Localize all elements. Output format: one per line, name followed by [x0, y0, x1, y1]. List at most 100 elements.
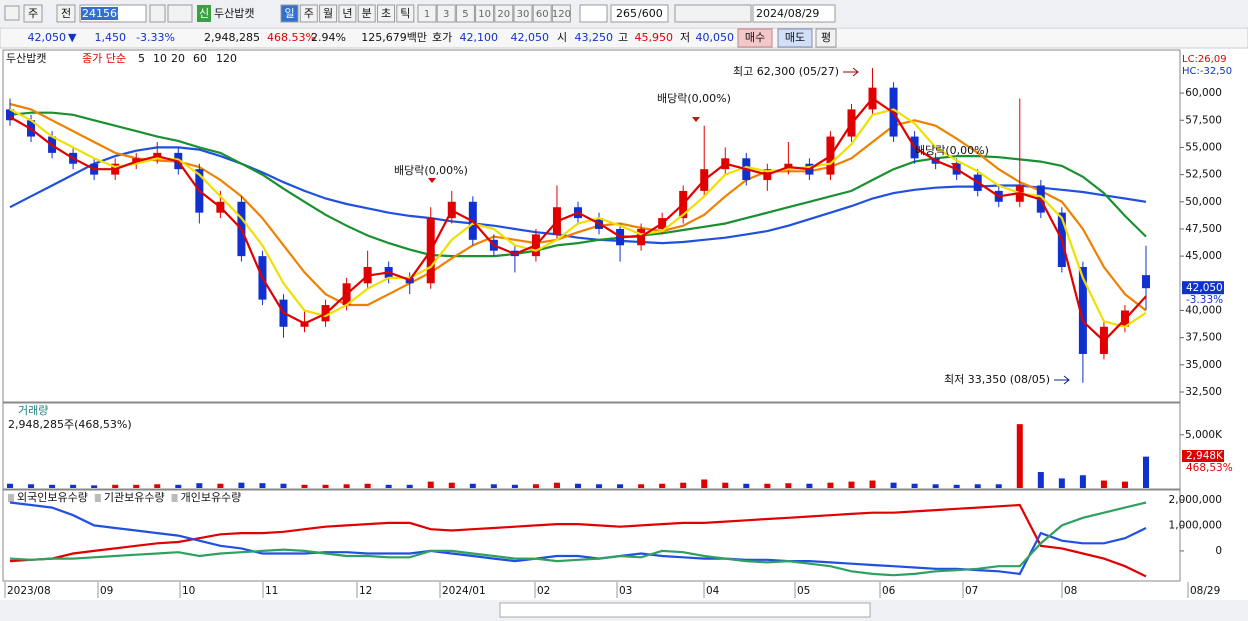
x-tick-label: 06 [882, 585, 896, 597]
interval: 10 [478, 9, 491, 20]
legend-entry: 120 [216, 52, 237, 65]
volume-bar [490, 484, 497, 488]
legend-swatch [8, 494, 14, 502]
y-tick-label: 0 [1215, 545, 1222, 557]
volume-title: 거래량 [18, 404, 48, 417]
date-input[interactable] [752, 4, 836, 23]
interval: 60 [536, 9, 549, 20]
volume-bar [617, 484, 624, 488]
legend-entry: 60 [193, 52, 207, 65]
interval-button[interactable] [532, 4, 552, 23]
y-tick-label: 52,500 [1185, 169, 1222, 181]
prev: 전 [61, 7, 71, 20]
interval: 20 [497, 9, 510, 20]
y-tick-label: 47,500 [1185, 223, 1222, 235]
annotation: 배당락(0,00%) [657, 92, 731, 105]
count-input[interactable] [610, 4, 669, 23]
market: 주 [28, 7, 38, 20]
interval-button[interactable] [455, 4, 475, 23]
sell-button[interactable] [777, 28, 813, 48]
volume-bar [638, 484, 645, 488]
volume-bar [890, 482, 897, 488]
interval-button[interactable] [494, 4, 514, 23]
sound-button[interactable] [167, 4, 193, 23]
period-button[interactable] [377, 4, 395, 23]
tool-icons[interactable] [674, 4, 752, 23]
volume-bar [259, 483, 266, 488]
line [9, 501, 1147, 577]
interval-button[interactable] [513, 4, 533, 23]
date: 2024/08/29 [756, 7, 819, 20]
x-tick-label: 08 [1064, 585, 1077, 597]
volume-bar [301, 484, 308, 488]
dropdown[interactable] [579, 4, 608, 23]
interval-button[interactable] [417, 4, 437, 23]
legend-entry: 5 [138, 52, 145, 65]
open: 43,250 [575, 31, 614, 44]
change-pct: -3.33% [136, 31, 175, 44]
market-button[interactable] [23, 4, 43, 23]
search-button[interactable] [149, 4, 166, 23]
line [9, 111, 1147, 258]
last-price: 42,050 [1186, 282, 1223, 294]
low: 40,050 [696, 31, 735, 44]
volume-bar [133, 484, 140, 488]
volume-bar [659, 483, 666, 488]
amount: 125,679백만 [361, 31, 427, 44]
scroll-thumb[interactable] [499, 602, 871, 618]
turnover: 2.94% [311, 31, 346, 44]
legend-entry: 기관보유수량 [104, 491, 165, 504]
dividend-marker [428, 178, 436, 183]
last-price-box [1182, 281, 1224, 295]
volume-bar [1037, 472, 1044, 488]
y-tick-label: 40,000 [1185, 304, 1222, 316]
ask: 42,100 [460, 31, 499, 44]
candle [6, 109, 14, 121]
volume-subtitle: 2,948,285주(468,53%) [8, 418, 132, 431]
menu-icon[interactable] [4, 5, 20, 21]
bid: 42,050 [511, 31, 550, 44]
volume-bar [406, 484, 413, 488]
x-tick-label: 04 [706, 585, 720, 597]
x-tick-label: 12 [359, 585, 372, 597]
prev-button[interactable] [56, 4, 76, 23]
volume-bar [112, 484, 119, 488]
period: 월 [323, 7, 333, 20]
interval: 3 [443, 9, 449, 20]
volume-bar [154, 484, 161, 488]
y-tick-label: 45,000 [1185, 250, 1222, 262]
buy-button[interactable] [737, 28, 773, 48]
volume-bar [511, 484, 518, 488]
interval-button[interactable] [551, 4, 571, 23]
volume-bar [722, 482, 729, 488]
volume-bar [701, 479, 708, 488]
high-label: 고 [618, 31, 628, 44]
avg-button[interactable] [815, 28, 837, 48]
volume-bar [343, 484, 350, 488]
interval: 120 [552, 9, 571, 20]
volume-bar [1143, 456, 1149, 488]
line [9, 146, 1147, 245]
period-button[interactable] [280, 4, 299, 23]
candle [1078, 267, 1087, 354]
buy: 매수 [745, 31, 765, 44]
period-button[interactable] [319, 4, 338, 23]
interval-button[interactable] [475, 4, 495, 23]
hc: HC:-32,50 [1182, 66, 1232, 77]
x-tick-label: 08/29 [1190, 585, 1220, 597]
interval-button[interactable] [436, 4, 456, 23]
volume-bar [1121, 481, 1128, 488]
sell: 매도 [785, 31, 805, 44]
lc: LC:26,09 [1182, 54, 1227, 65]
volume-bar [911, 483, 918, 488]
x-tick-label: 09 [100, 585, 113, 597]
period-button[interactable] [299, 4, 318, 23]
arrow [843, 67, 859, 77]
volume-panel [2, 402, 1181, 490]
period-button[interactable] [396, 4, 415, 23]
period-button[interactable] [357, 4, 376, 23]
period-button[interactable] [338, 4, 357, 23]
x-tick-label: 05 [797, 585, 810, 597]
volume-bar [385, 484, 392, 488]
